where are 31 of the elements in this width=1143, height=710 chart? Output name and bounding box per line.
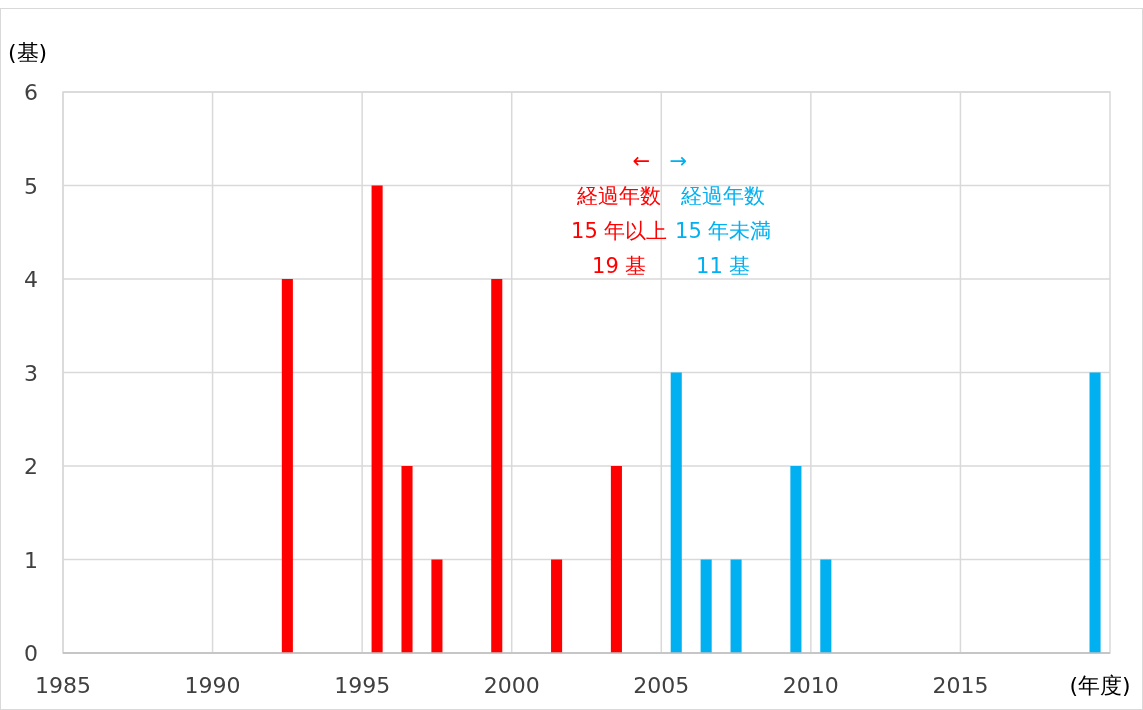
x-tick-label: 1985 [35, 673, 91, 698]
y-tick-label: 0 [24, 641, 38, 666]
x-tick-label: 1995 [334, 673, 391, 698]
bar [700, 559, 712, 653]
y-tick-label: 2 [24, 454, 38, 479]
bar [281, 279, 293, 653]
bar [610, 466, 622, 653]
bar [790, 466, 802, 653]
y-tick-label: 4 [24, 267, 38, 292]
x-tick-label: 2000 [483, 673, 540, 698]
x-tick-label: 2015 [932, 673, 989, 698]
y-axis-title: (基) [8, 40, 48, 65]
annotation: ← 経過年数 15 年以上 19 基 [571, 149, 668, 278]
bar [401, 466, 413, 653]
x-axis-title: (年度) [1069, 673, 1131, 698]
x-tick-label: 1990 [184, 673, 241, 698]
y-tick-label: 6 [24, 80, 38, 105]
bar [491, 279, 503, 653]
bar [820, 559, 832, 653]
bar [431, 559, 443, 653]
bar [670, 372, 682, 653]
y-tick-label: 1 [24, 547, 38, 573]
bar [371, 185, 383, 653]
x-tick-label: 2005 [633, 673, 690, 698]
annotation: → 経過年数 15 年未満 11 基 [669, 149, 772, 278]
x-tick-label: 2010 [782, 673, 839, 698]
bar [551, 559, 563, 653]
bar [1089, 372, 1101, 653]
bar [730, 559, 742, 653]
y-tick-label: 3 [24, 360, 38, 386]
y-tick-label: 5 [24, 173, 38, 199]
